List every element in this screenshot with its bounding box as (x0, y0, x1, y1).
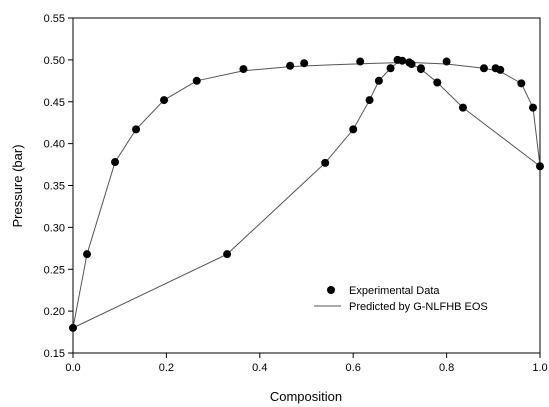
experimental-point (386, 64, 395, 73)
experimental-point (407, 60, 416, 69)
x-axis-ticks: 0.0 0.2 0.4 0.6 0.8 1.0 (65, 353, 548, 374)
y-tick-label: 0.50 (44, 55, 65, 67)
experimental-point (479, 64, 488, 73)
experimental-point (192, 76, 201, 85)
experimental-point (300, 59, 309, 68)
experimental-point (349, 125, 358, 134)
experimental-point (239, 65, 248, 74)
experimental-point (374, 76, 383, 85)
experimental-point (69, 323, 77, 332)
experimental-point (286, 61, 295, 70)
predicted-dew-curve (72, 61, 541, 328)
experimental-point (356, 57, 365, 66)
legend: Experimental Data Predicted by G-NLFHB E… (314, 285, 488, 313)
legend-label-predicted: Predicted by G-NLFHB EOS (349, 301, 488, 313)
experimental-point (83, 250, 92, 259)
experimental-point (160, 96, 169, 105)
experimental-point (416, 65, 425, 74)
x-tick-label: 0.2 (159, 362, 174, 374)
predicted-bubble-curve (72, 59, 541, 329)
experimental-point (365, 96, 374, 105)
x-tick-label: 1.0 (532, 362, 547, 374)
x-tick-label: 0.4 (252, 362, 267, 374)
y-tick-label: 0.45 (44, 97, 65, 109)
experimental-points (69, 55, 544, 332)
experimental-point (517, 79, 526, 88)
predicted-curves (72, 59, 541, 329)
experimental-point (442, 57, 451, 66)
legend-marker-experimental (327, 286, 335, 294)
y-tick-label: 0.30 (44, 222, 65, 234)
experimental-point (433, 78, 442, 87)
x-tick-label: 0.6 (346, 362, 361, 374)
experimental-point (321, 158, 330, 167)
experimental-point (398, 56, 407, 65)
y-axis-title: Pressure (bar) (10, 144, 25, 227)
legend-label-experimental: Experimental Data (349, 285, 440, 297)
experimental-point (458, 103, 467, 112)
y-tick-label: 0.20 (44, 306, 65, 318)
x-tick-label: 0.0 (65, 362, 80, 374)
experimental-point (496, 65, 505, 74)
experimental-point (132, 125, 141, 134)
y-tick-label: 0.25 (44, 264, 65, 276)
y-tick-label: 0.15 (44, 348, 65, 360)
y-tick-label: 0.35 (44, 181, 65, 193)
y-tick-label: 0.40 (44, 139, 65, 151)
experimental-point (111, 158, 120, 167)
y-tick-label: 0.55 (44, 13, 65, 25)
y-axis-ticks: 0.15 0.20 0.25 0.30 0.35 0.40 0.45 0.50 0.55 (44, 13, 73, 360)
experimental-point (529, 103, 537, 112)
x-axis-title: Composition (270, 389, 342, 404)
experimental-point (536, 162, 544, 171)
experimental-point (223, 250, 232, 259)
x-tick-label: 0.8 (439, 362, 454, 374)
